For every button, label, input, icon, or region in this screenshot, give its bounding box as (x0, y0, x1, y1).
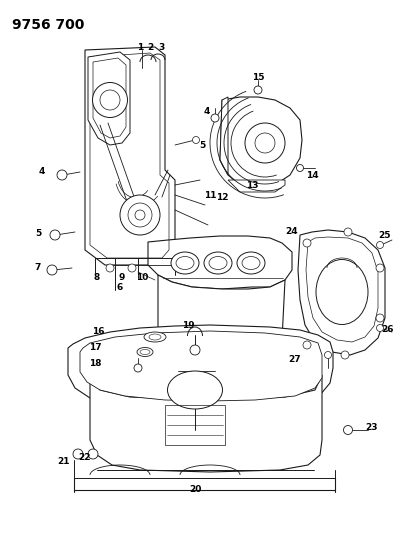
Text: 7: 7 (35, 263, 41, 272)
Text: 20: 20 (189, 486, 201, 495)
Ellipse shape (324, 351, 331, 359)
Polygon shape (68, 325, 332, 410)
Ellipse shape (47, 265, 57, 275)
Text: 26: 26 (381, 326, 393, 335)
Text: 2: 2 (146, 44, 153, 52)
Ellipse shape (135, 210, 145, 220)
Text: 13: 13 (245, 181, 258, 190)
Text: 8: 8 (94, 273, 100, 282)
Ellipse shape (204, 252, 231, 274)
Ellipse shape (241, 256, 259, 270)
Ellipse shape (375, 325, 382, 332)
Ellipse shape (120, 195, 160, 235)
Ellipse shape (375, 314, 383, 322)
Ellipse shape (375, 241, 382, 248)
Text: 5: 5 (35, 229, 41, 238)
Ellipse shape (375, 264, 383, 272)
Ellipse shape (134, 364, 142, 372)
Ellipse shape (106, 264, 114, 272)
Text: 16: 16 (92, 327, 104, 336)
Ellipse shape (209, 256, 227, 270)
Text: 22: 22 (79, 454, 91, 463)
Ellipse shape (167, 371, 222, 409)
Text: 18: 18 (88, 359, 101, 367)
Ellipse shape (92, 83, 127, 117)
Ellipse shape (88, 449, 98, 459)
Ellipse shape (343, 228, 351, 236)
Text: 19: 19 (181, 320, 194, 329)
Text: 6: 6 (117, 284, 123, 293)
Ellipse shape (211, 114, 218, 122)
Ellipse shape (340, 351, 348, 359)
Text: 23: 23 (365, 424, 378, 432)
Ellipse shape (57, 170, 67, 180)
Ellipse shape (302, 341, 310, 349)
Text: 4: 4 (39, 167, 45, 176)
Text: 3: 3 (159, 44, 165, 52)
Polygon shape (297, 230, 384, 355)
Polygon shape (90, 375, 321, 472)
Ellipse shape (73, 449, 83, 459)
Ellipse shape (245, 123, 284, 163)
Text: 5: 5 (198, 141, 204, 149)
Text: 9756 700: 9756 700 (12, 18, 84, 32)
Ellipse shape (302, 239, 310, 247)
Text: 12: 12 (215, 193, 228, 203)
Text: 15: 15 (251, 74, 264, 83)
Text: 17: 17 (88, 343, 101, 351)
Text: 4: 4 (203, 108, 210, 117)
Polygon shape (220, 97, 301, 188)
Ellipse shape (254, 86, 261, 94)
Polygon shape (157, 275, 284, 363)
Text: 1: 1 (137, 44, 143, 52)
Ellipse shape (189, 345, 200, 355)
Ellipse shape (128, 203, 152, 227)
Ellipse shape (296, 165, 303, 172)
Polygon shape (85, 47, 175, 265)
Ellipse shape (175, 256, 193, 270)
Text: 25: 25 (378, 230, 390, 239)
Ellipse shape (171, 252, 198, 274)
Text: 21: 21 (58, 457, 70, 466)
Polygon shape (88, 52, 130, 145)
Ellipse shape (315, 260, 367, 325)
Ellipse shape (50, 230, 60, 240)
Text: 14: 14 (305, 171, 317, 180)
Polygon shape (227, 180, 284, 192)
Text: 24: 24 (285, 228, 298, 237)
Ellipse shape (254, 133, 274, 153)
Ellipse shape (144, 332, 166, 342)
Ellipse shape (192, 136, 199, 143)
Text: 9: 9 (119, 273, 125, 282)
Text: 11: 11 (203, 190, 216, 199)
Polygon shape (148, 236, 291, 289)
Polygon shape (220, 97, 227, 175)
Ellipse shape (137, 348, 153, 357)
Text: 10: 10 (135, 273, 148, 282)
Ellipse shape (343, 425, 352, 434)
Ellipse shape (236, 252, 264, 274)
Text: 27: 27 (288, 356, 301, 365)
Polygon shape (80, 331, 321, 401)
Ellipse shape (100, 90, 120, 110)
Ellipse shape (128, 264, 136, 272)
